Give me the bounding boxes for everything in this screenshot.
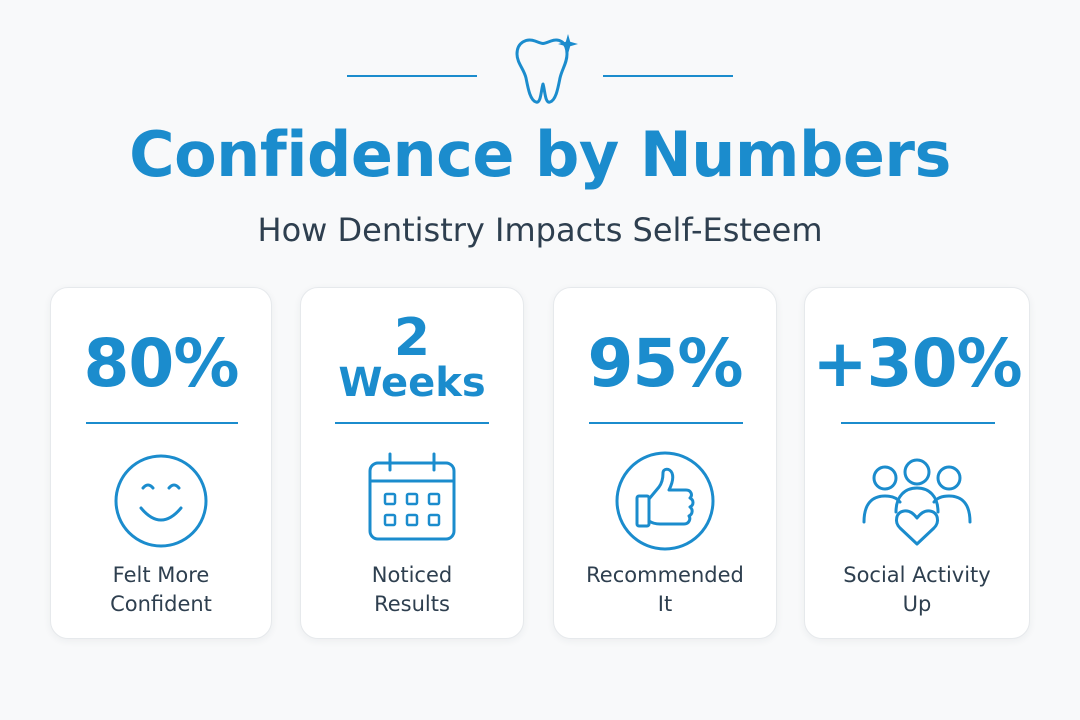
stat-value: +30% (812, 325, 1022, 402)
smiley-face-icon (114, 454, 208, 548)
stat-card-recommended: 95% Recommended It (553, 287, 777, 639)
card-divider (335, 422, 489, 424)
tooth-sparkle-icon (515, 34, 578, 104)
stat-card-social: +30% Social Activity Up (804, 287, 1030, 639)
stat-label-line2: It (657, 592, 673, 616)
page-subtitle: How Dentistry Impacts Self-Esteem (257, 211, 823, 249)
stat-card-confident: 80% Felt More Confident (50, 287, 272, 639)
page-title: Confidence by Numbers (129, 118, 951, 191)
card-divider (841, 422, 995, 424)
stat-label-line2: Results (374, 592, 450, 616)
thumbs-up-icon (615, 451, 715, 551)
stat-value: 95% (587, 325, 744, 402)
header-divider-left (347, 75, 477, 77)
people-heart-icon (862, 458, 972, 546)
stat-label-line1: Social Activity (843, 563, 991, 587)
stat-card-results: 2 Weeks Noticed Results (300, 287, 524, 639)
stat-value: 80% (83, 325, 240, 402)
stat-label-line1: Felt More (112, 563, 210, 587)
stat-label: Noticed Results (301, 561, 523, 619)
stat-value-unit: Weeks (338, 360, 486, 406)
card-divider (86, 422, 238, 424)
stat-value-number: 2 (393, 308, 431, 368)
card-divider (589, 422, 743, 424)
header-divider-right (603, 75, 733, 77)
stat-label-line2: Up (902, 592, 932, 616)
stat-label: Social Activity Up (805, 561, 1029, 619)
stat-label: Felt More Confident (51, 561, 271, 619)
stat-label: Recommended It (554, 561, 776, 619)
stat-label-line1: Recommended (586, 563, 744, 587)
stat-label-line2: Confident (110, 592, 212, 616)
stat-label-line1: Noticed (371, 563, 453, 587)
calendar-icon (368, 452, 456, 541)
